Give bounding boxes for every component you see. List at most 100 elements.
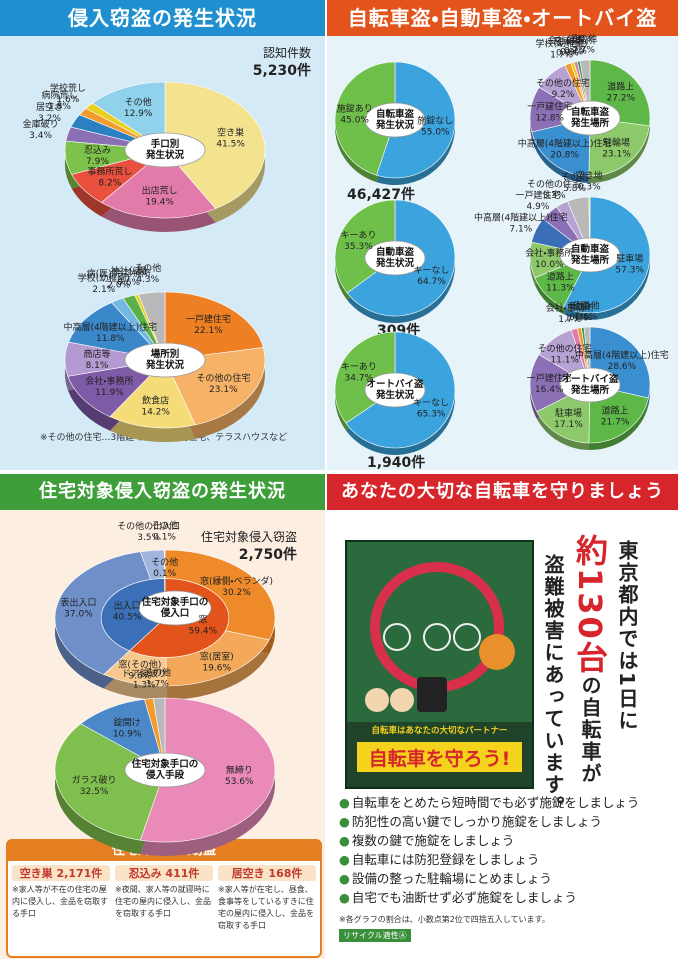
slice-value: 1.7% — [146, 679, 169, 689]
slice-value: 0.7% — [564, 47, 587, 57]
slice-value: 57.3% — [615, 265, 644, 275]
slice-label: 無締り — [226, 764, 253, 776]
residential-section: 住宅対象侵入窃盗の発生状況 住宅対象侵入窃盗 2,750件 住宅対象侵入窃盗 空… — [0, 474, 325, 959]
slice-value: 1.6% — [575, 312, 598, 322]
slice — [80, 698, 166, 771]
headline-bg — [357, 742, 522, 772]
slice-value: 1.8% — [48, 102, 71, 112]
slice — [91, 81, 166, 151]
slice-label: 窓(その他) — [118, 659, 161, 671]
slice-label: 一戸建住宅 — [515, 189, 560, 201]
bullet-list: 自転車をとめたら短時間でも必ず施錠をしましょう 防犯性の高い鍵でしっかり施錠をし… — [339, 792, 640, 906]
chart-title: 自動車盗 — [571, 243, 610, 255]
count: 2,750件 — [238, 547, 297, 563]
item-desc: ※夜間、家人等の就寝時に住宅の屋内に侵入し、金品を窃取する手口 — [115, 885, 211, 918]
slice-label: 空き地 — [576, 169, 603, 181]
slice-label: 会社・事務所 — [546, 302, 594, 314]
slice-value: 0.9% — [560, 47, 583, 57]
slice-label: 窓 — [198, 615, 207, 626]
poster-art — [347, 542, 532, 787]
message: の自転車が — [578, 674, 602, 785]
slice-value: 2.0% — [107, 280, 130, 290]
slice-value: 0.1% — [153, 532, 176, 542]
slice-label: その他 — [151, 519, 178, 531]
slice-label: 学校(幼稚園) — [535, 38, 587, 50]
chart-title: 発生場所 — [570, 117, 610, 129]
slice-value: 22.1% — [194, 326, 223, 336]
slice-label: 事務所荒し — [87, 166, 132, 178]
slice-value: 8.1% — [86, 361, 109, 371]
slice-label: 駐車場 — [555, 407, 582, 419]
slice-value: 11.1% — [550, 356, 579, 366]
slice-value: 1.7% — [550, 51, 573, 61]
slice-value: 40.5% — [113, 612, 142, 622]
slice-label: キーなし — [413, 398, 449, 409]
slice-value: 45.0% — [340, 115, 369, 125]
slice-label: その他 — [561, 171, 588, 183]
slice — [54, 723, 166, 841]
slice-value: 0.6% — [117, 278, 140, 288]
slice-label: 駐車場 — [616, 252, 643, 264]
center-badge — [559, 367, 621, 403]
item-desc: ※家人等が在宅し、昼食、食事等をしているすきに住宅の屋内に侵入し、金品を窃取する… — [218, 885, 314, 930]
slice-value: 2.1% — [92, 285, 115, 295]
heading: 住宅対象侵入窃盗の発生状況 — [0, 474, 325, 510]
slice-label: 中高層(4階建以上)住宅 — [63, 321, 157, 333]
slice — [68, 302, 166, 361]
slice-value: 1.3% — [133, 680, 156, 690]
slice-label: 神社仏閣 — [111, 265, 147, 277]
slice-label: 病(医)院・診療所 — [87, 267, 151, 279]
item-name: 空き巣 2,171件 — [12, 865, 110, 881]
slice-label: 忍込み — [84, 145, 111, 156]
center-badge — [364, 240, 426, 276]
slice-label: 施錠あり — [337, 102, 373, 114]
center-badge — [124, 752, 206, 788]
slice-value: 35.3% — [344, 242, 373, 252]
chart-title: 住宅対象手口の — [141, 596, 209, 608]
slice-value: 23.1% — [602, 149, 631, 159]
chart-title: 自転車盗 — [376, 108, 415, 120]
slice-value: 5.8% — [563, 184, 586, 194]
slice-label: 学校荒し — [50, 82, 86, 94]
heading: 自転車盗・自動車盗・オートバイ盗 — [327, 0, 678, 36]
chart-title: オートバイ盗 — [366, 378, 424, 390]
chart-title: 場所別 — [151, 348, 180, 360]
slice-value: 19.6% — [202, 664, 231, 674]
note: ※各グラフの割合は、小数点第2位で四捨五入しています。 — [339, 915, 550, 924]
chart-title: 自動車盗 — [376, 246, 415, 258]
center-badge — [124, 342, 206, 378]
slice-label: 一戸建住宅 — [527, 100, 572, 112]
center-badge — [559, 100, 621, 136]
slice — [139, 697, 276, 843]
bicycle-section: あなたの大切な自転車を守りましょう 自転車はあなたの大切なパートナー 自転車を守… — [327, 474, 678, 959]
chart-title: オートバイ盗 — [561, 373, 619, 385]
slice-label: ドア錠破り — [122, 667, 167, 679]
slice-value: 3.4% — [29, 131, 52, 141]
slice-value: 3.2% — [38, 114, 61, 124]
slice-value: 28.6% — [608, 362, 637, 372]
slice-label: 空き巣 — [217, 126, 244, 138]
center-badge — [124, 132, 206, 168]
chart-title: 発生状況 — [145, 359, 185, 371]
slice-label: 中高層(4階建以上)住宅 — [518, 137, 612, 149]
slice-value: 10.9% — [113, 729, 142, 739]
slice-label: その他の住宅 — [196, 372, 250, 384]
bullet: 複数の鍵で施錠をしましょう — [339, 830, 639, 849]
wheel — [423, 623, 451, 651]
slice-label: 飲食店 — [142, 394, 169, 406]
wheel — [453, 623, 481, 651]
count-label: 認知件数 — [262, 46, 311, 60]
slice-label: 金庫破り — [23, 118, 59, 130]
count: 5,230件 — [252, 63, 311, 79]
slice-value: 53.6% — [225, 777, 254, 787]
chart-title: 手口別 — [151, 138, 180, 150]
slice-label: その他 — [125, 96, 152, 108]
child — [390, 688, 414, 712]
slice — [334, 331, 396, 424]
slice-label: 錠開け — [114, 717, 141, 728]
center-badge — [364, 102, 426, 138]
caption: 1,940件 — [367, 455, 426, 470]
slice-value: 55.0% — [421, 128, 450, 138]
